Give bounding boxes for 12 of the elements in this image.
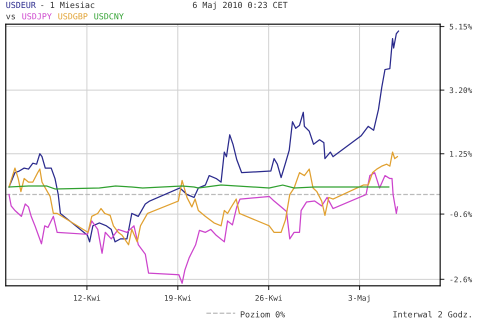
text: USDGBP [58,13,88,20]
line-series [8,151,398,246]
text: USDJPY [22,13,52,20]
text: Interwal 2 Godz. [393,311,471,318]
text: USDCNY [94,13,124,20]
legend-label: Poziom 0% [240,311,286,318]
line-series [8,30,400,242]
text: USDEUR [6,2,36,8]
line-series [8,172,398,284]
chart-title: - 1 Miesiac [41,2,94,8]
text: 6 Maj 2010 0:23 CET [192,2,288,10]
chart-subtitle: vs [6,14,15,20]
